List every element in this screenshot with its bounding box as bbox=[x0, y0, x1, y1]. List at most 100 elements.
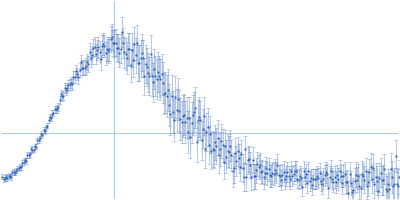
Point bbox=[351, 179, 358, 182]
Point bbox=[344, 180, 350, 183]
Point bbox=[267, 174, 273, 177]
Point bbox=[42, 130, 48, 133]
Point bbox=[38, 132, 44, 135]
Point bbox=[24, 153, 30, 157]
Point bbox=[116, 51, 123, 54]
Point bbox=[13, 169, 19, 172]
Point bbox=[152, 74, 159, 77]
Point bbox=[333, 180, 339, 183]
Point bbox=[80, 66, 86, 70]
Point bbox=[258, 171, 264, 174]
Point bbox=[283, 174, 289, 177]
Point bbox=[389, 175, 395, 179]
Point bbox=[328, 169, 334, 173]
Point bbox=[16, 167, 22, 170]
Point bbox=[300, 170, 307, 173]
Point bbox=[364, 184, 370, 187]
Point bbox=[55, 105, 62, 109]
Point bbox=[336, 170, 343, 173]
Point bbox=[223, 155, 230, 158]
Point bbox=[375, 189, 381, 192]
Point bbox=[190, 113, 196, 116]
Point bbox=[187, 136, 194, 139]
Point bbox=[150, 81, 156, 84]
Point bbox=[386, 187, 392, 190]
Point bbox=[320, 177, 327, 180]
Point bbox=[304, 182, 310, 185]
Point bbox=[308, 177, 314, 180]
Point bbox=[6, 175, 12, 178]
Point bbox=[236, 157, 242, 160]
Point bbox=[206, 143, 212, 147]
Point bbox=[92, 52, 99, 55]
Point bbox=[295, 178, 302, 181]
Point bbox=[385, 183, 391, 186]
Point bbox=[213, 144, 220, 148]
Point bbox=[360, 175, 366, 178]
Point bbox=[230, 170, 236, 173]
Point bbox=[168, 94, 175, 97]
Point bbox=[8, 175, 14, 179]
Point bbox=[2, 176, 8, 180]
Point bbox=[332, 176, 338, 179]
Point bbox=[160, 81, 166, 85]
Point bbox=[359, 172, 365, 175]
Point bbox=[154, 78, 160, 81]
Point bbox=[26, 154, 32, 157]
Point bbox=[148, 75, 155, 78]
Point bbox=[314, 174, 320, 178]
Point bbox=[62, 86, 68, 90]
Point bbox=[52, 108, 58, 111]
Point bbox=[384, 189, 390, 193]
Point bbox=[200, 127, 206, 130]
Point bbox=[137, 57, 144, 60]
Point bbox=[266, 168, 272, 171]
Point bbox=[50, 111, 57, 114]
Point bbox=[280, 170, 287, 173]
Point bbox=[392, 154, 399, 158]
Point bbox=[141, 75, 148, 78]
Point bbox=[341, 172, 348, 175]
Point bbox=[288, 170, 294, 173]
Point bbox=[361, 178, 368, 181]
Point bbox=[180, 114, 186, 117]
Point bbox=[135, 61, 141, 65]
Point bbox=[192, 106, 198, 109]
Point bbox=[309, 183, 316, 187]
Point bbox=[362, 169, 369, 172]
Point bbox=[319, 182, 325, 185]
Point bbox=[19, 162, 26, 165]
Point bbox=[338, 175, 344, 178]
Point bbox=[249, 159, 256, 162]
Point bbox=[248, 176, 254, 179]
Point bbox=[285, 175, 292, 178]
Point bbox=[99, 44, 105, 47]
Point bbox=[260, 176, 267, 179]
Point bbox=[95, 46, 102, 49]
Point bbox=[76, 68, 83, 71]
Point bbox=[53, 108, 59, 111]
Point bbox=[287, 177, 293, 180]
Point bbox=[165, 88, 171, 91]
Point bbox=[310, 177, 317, 181]
Point bbox=[30, 148, 37, 151]
Point bbox=[298, 176, 304, 179]
Point bbox=[202, 148, 208, 151]
Point bbox=[146, 75, 152, 78]
Point bbox=[238, 152, 244, 156]
Point bbox=[324, 173, 330, 176]
Point bbox=[290, 173, 297, 176]
Point bbox=[276, 174, 282, 177]
Point bbox=[7, 174, 13, 177]
Point bbox=[318, 179, 324, 182]
Point bbox=[161, 92, 167, 95]
Point bbox=[69, 83, 75, 86]
Point bbox=[387, 167, 394, 170]
Point bbox=[354, 178, 360, 181]
Point bbox=[368, 165, 374, 168]
Point bbox=[101, 44, 108, 48]
Point bbox=[370, 166, 376, 169]
Point bbox=[94, 49, 100, 52]
Point bbox=[312, 178, 318, 181]
Point bbox=[166, 103, 172, 106]
